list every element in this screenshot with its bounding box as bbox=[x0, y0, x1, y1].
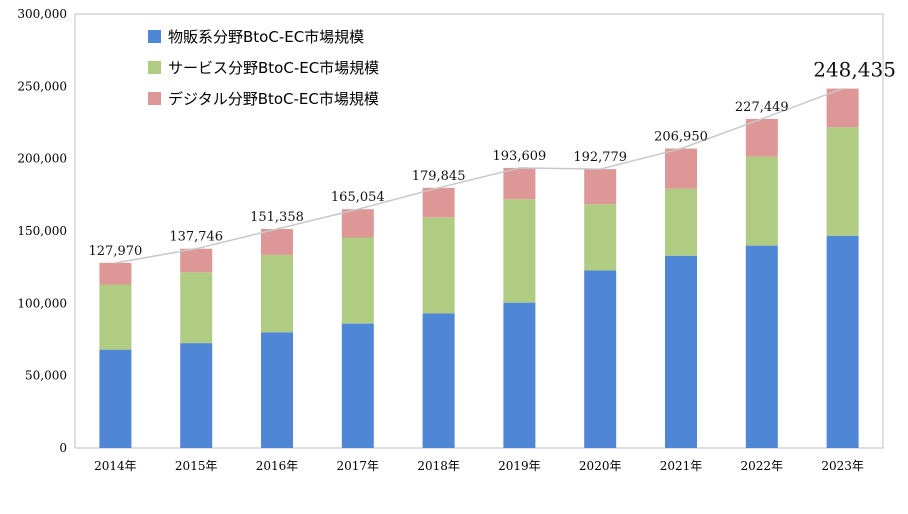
y-tick-label: 250,000 bbox=[17, 79, 67, 93]
total-data-label: 227,449 bbox=[735, 100, 789, 115]
x-tick-label: 2016年 bbox=[256, 459, 299, 473]
x-tick-label: 2014年 bbox=[94, 459, 137, 473]
total-data-label: 248,435 bbox=[813, 58, 896, 82]
bar-segment bbox=[422, 187, 455, 218]
y-tick-label: 0 bbox=[59, 441, 67, 455]
bar-segment bbox=[503, 199, 536, 303]
bar-segment bbox=[261, 332, 293, 448]
bar-segment bbox=[745, 118, 778, 157]
total-trend-line bbox=[115, 87, 843, 264]
bar-segment bbox=[584, 169, 617, 205]
total-data-label: 193,609 bbox=[493, 149, 547, 164]
bar-segment bbox=[341, 323, 374, 448]
y-tick-label: 150,000 bbox=[17, 224, 67, 238]
y-axis: 0 50,000 100,000 150,000 200,000 250,000 300,0… bbox=[17, 7, 67, 455]
bar-segment bbox=[584, 270, 617, 448]
bar-segment bbox=[99, 349, 132, 448]
bar-segment bbox=[745, 245, 778, 448]
bars-group bbox=[99, 88, 859, 448]
y-tick-label: 50,000 bbox=[25, 369, 67, 383]
bar-segment bbox=[665, 255, 697, 448]
total-line-group bbox=[115, 87, 843, 264]
total-data-label: 206,950 bbox=[654, 130, 708, 145]
x-axis: 2014年 2015年 2016年 2017年 2018年 2019年 2020年 2021年… bbox=[94, 459, 864, 473]
x-tick-label: 2023年 bbox=[821, 459, 864, 473]
y-tick-label: 300,000 bbox=[17, 7, 67, 21]
legend-swatch bbox=[148, 61, 161, 74]
total-data-label: 192,779 bbox=[573, 150, 627, 165]
total-data-label: 137,746 bbox=[169, 230, 223, 245]
bar-segment bbox=[826, 88, 859, 128]
legend-label: サービス分野BtoC-EC市場規模 bbox=[168, 59, 379, 77]
bar-segment bbox=[503, 302, 536, 448]
bar-segment bbox=[826, 235, 859, 448]
bar-segment bbox=[503, 167, 536, 200]
x-tick-label: 2015年 bbox=[175, 459, 218, 473]
legend: 物販系分野BtoC-EC市場規模サービス分野BtoC-EC市場規模デジタル分野B… bbox=[148, 28, 379, 108]
total-data-label: 165,054 bbox=[331, 190, 385, 205]
x-tick-label: 2021年 bbox=[660, 459, 703, 473]
bar-segment bbox=[745, 156, 778, 246]
bar-segment bbox=[584, 204, 617, 271]
legend-label: デジタル分野BtoC-EC市場規模 bbox=[168, 90, 379, 108]
bar-segment bbox=[261, 229, 293, 255]
legend-label: 物販系分野BtoC-EC市場規模 bbox=[168, 28, 364, 46]
total-data-label: 179,845 bbox=[412, 169, 466, 184]
bar-segment bbox=[261, 254, 293, 333]
bar-segment bbox=[826, 127, 859, 236]
bar-segment bbox=[341, 237, 374, 324]
legend-swatch bbox=[148, 92, 161, 105]
bar-segment bbox=[665, 188, 697, 256]
bar-segment bbox=[422, 313, 455, 448]
y-tick-label: 100,000 bbox=[17, 296, 67, 310]
plot-frame bbox=[74, 13, 884, 449]
bar-segment bbox=[341, 209, 374, 238]
x-tick-label: 2017年 bbox=[337, 459, 380, 473]
bar-segment bbox=[665, 148, 697, 189]
bar-segment bbox=[180, 248, 213, 273]
y-tick-label: 200,000 bbox=[17, 152, 67, 166]
bar-segment bbox=[99, 262, 132, 285]
total-data-label: 127,970 bbox=[89, 244, 143, 259]
x-tick-label: 2022年 bbox=[741, 459, 784, 473]
bar-segment bbox=[180, 343, 213, 448]
x-tick-label: 2020年 bbox=[579, 459, 622, 473]
bar-segment bbox=[99, 284, 132, 350]
total-data-label: 151,358 bbox=[250, 210, 304, 225]
x-tick-label: 2019年 bbox=[498, 459, 541, 473]
bar-segment bbox=[422, 217, 455, 314]
total-labels-group: 127,970 137,746 151,358 165,054 179,845 193,6… bbox=[89, 58, 896, 259]
legend-swatch bbox=[148, 30, 161, 43]
bar-segment bbox=[180, 272, 213, 344]
x-tick-label: 2018年 bbox=[417, 459, 460, 473]
